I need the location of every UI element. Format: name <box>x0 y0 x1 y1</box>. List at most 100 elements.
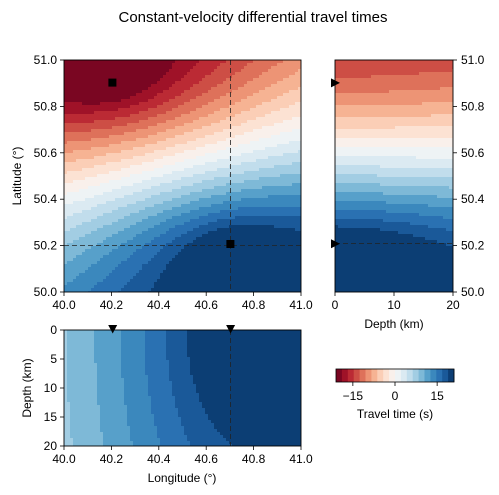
heatmap-cell <box>88 60 92 64</box>
heatmap-cell <box>70 141 74 145</box>
heatmap-cell <box>208 195 212 199</box>
heatmap-cell <box>256 222 260 226</box>
heatmap-cell <box>274 219 278 223</box>
heatmap-cell <box>139 108 143 112</box>
heatmap-cell <box>88 246 92 250</box>
heatmap-cell <box>130 150 134 154</box>
heatmap-cell <box>112 111 116 115</box>
heatmap-cell <box>133 84 137 88</box>
heatmap-cell <box>265 87 269 91</box>
heatmap-cell <box>103 153 107 157</box>
heatmap-cell <box>112 96 116 100</box>
heatmap-cell <box>274 159 278 163</box>
heatmap-cell <box>202 120 206 124</box>
heatmap-cell <box>175 81 179 85</box>
heatmap-cell <box>217 210 221 214</box>
heatmap-cell <box>211 195 215 199</box>
heatmap-cell <box>118 141 122 145</box>
heatmap-cell <box>76 180 80 184</box>
heatmap-cell <box>133 69 137 73</box>
heatmap-cell <box>187 162 191 166</box>
heatmap-cell <box>289 216 293 220</box>
heatmap-cell <box>259 81 263 85</box>
heatmap-cell <box>115 231 119 235</box>
heatmap-cell <box>157 69 161 73</box>
heatmap-cell <box>292 96 296 100</box>
heatmap-cell <box>136 189 140 193</box>
heatmap-cell <box>109 237 113 241</box>
heatmap-cell <box>136 75 140 79</box>
heatmap-cell <box>124 117 128 121</box>
heatmap-cell <box>106 216 110 220</box>
heatmap-cell <box>112 105 116 109</box>
heatmap-cell <box>274 135 278 139</box>
heatmap-cell <box>130 99 134 103</box>
heatmap-cell <box>118 75 122 79</box>
heatmap-cell <box>73 66 77 70</box>
heatmap-cell <box>91 171 95 175</box>
heatmap-cell <box>193 153 197 157</box>
heatmap-cell <box>82 60 86 64</box>
heatmap-cell <box>289 192 293 196</box>
heatmap-cell <box>142 150 146 154</box>
heatmap-cell <box>82 222 86 226</box>
heatmap-cell <box>277 75 281 79</box>
heatmap-cell <box>298 144 301 148</box>
heatmap-cell <box>187 141 191 145</box>
heatmap-cell <box>193 174 197 178</box>
heatmap-cell <box>298 90 301 94</box>
heatmap-cell <box>205 171 209 175</box>
heatmap-cell <box>196 228 200 232</box>
heatmap-cell <box>268 111 272 115</box>
heatmap-cell <box>244 63 248 67</box>
heatmap-cell <box>82 90 86 94</box>
heatmap-cell <box>220 231 224 235</box>
heatmap-cell <box>205 135 209 139</box>
heatmap-cell <box>79 192 83 196</box>
heatmap-cell <box>97 63 101 67</box>
heatmap-cell <box>229 159 233 163</box>
heatmap-cell <box>85 87 89 91</box>
heatmap-cell <box>289 147 293 151</box>
heatmap-cell <box>73 81 77 85</box>
heatmap-cell <box>103 126 107 130</box>
heatmap-cell <box>154 246 158 250</box>
heatmap-cell <box>265 189 269 193</box>
heatmap-cell <box>166 246 170 250</box>
heatmap-cell <box>154 102 158 106</box>
heatmap-cell <box>130 183 134 187</box>
heatmap-cell <box>115 99 119 103</box>
heatmap-cell <box>112 207 116 211</box>
heatmap-cell <box>190 123 194 127</box>
heatmap-cell <box>136 141 140 145</box>
heatmap-cell <box>217 240 221 244</box>
heatmap-cell <box>172 213 176 217</box>
heatmap-cell <box>250 243 254 247</box>
heatmap-cell <box>226 165 230 169</box>
heatmap-cell <box>154 75 158 79</box>
heatmap-cell <box>133 222 137 226</box>
heatmap-cell <box>136 216 140 220</box>
heatmap-cell <box>292 135 296 139</box>
heatmap-cell <box>175 129 179 133</box>
heatmap-cell <box>121 174 125 178</box>
heatmap-cell <box>289 243 293 247</box>
heatmap-cell <box>118 249 122 253</box>
heatmap-cell <box>70 108 74 112</box>
heatmap-cell <box>103 216 107 220</box>
heatmap-cell <box>205 195 209 199</box>
heatmap-cell <box>274 102 278 106</box>
heatmap-cell <box>121 207 125 211</box>
heatmap-cell <box>259 120 263 124</box>
heatmap-cell <box>223 216 227 220</box>
heatmap-cell <box>259 99 263 103</box>
heatmap-cell <box>190 213 194 217</box>
heatmap-cell <box>175 228 179 232</box>
heatmap-cell <box>121 165 125 169</box>
heatmap-cell <box>172 162 176 166</box>
heatmap-cell <box>178 99 182 103</box>
heatmap-cell <box>118 210 122 214</box>
heatmap-cell <box>127 144 131 148</box>
heatmap-cell <box>202 162 206 166</box>
heatmap-cell <box>139 114 143 118</box>
